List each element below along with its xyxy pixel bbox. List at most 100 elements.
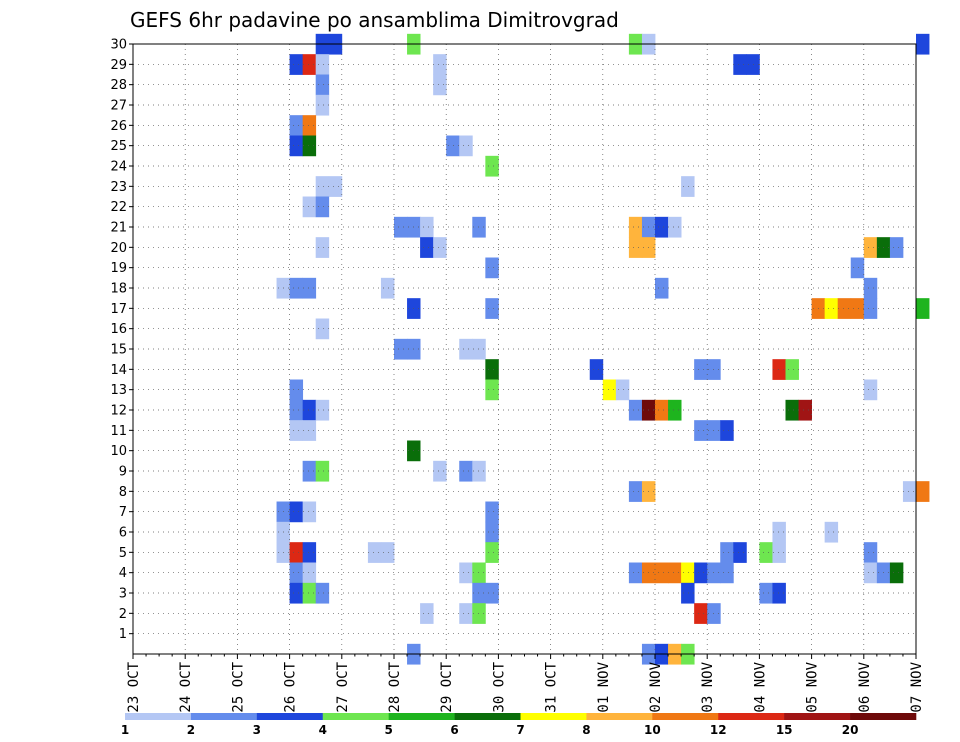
heatmap-cell [628, 399, 643, 421]
y-axis: 1234567891011121314151617181920212223242… [110, 38, 133, 642]
chart-title: GEFS 6hr padavine po ansamblima Dimitrov… [130, 8, 619, 32]
heatmap-cell [485, 521, 499, 543]
y-tick-label: 28 [110, 78, 127, 93]
heatmap-cell [694, 359, 708, 380]
heatmap-cell [485, 359, 499, 380]
heatmap-cell [772, 359, 786, 380]
legend-label: 3 [253, 723, 261, 737]
heatmap-cell [850, 298, 865, 319]
x-tick-label: 31 OCT [544, 661, 560, 712]
heatmap-cell [628, 237, 643, 258]
heatmap-cell [798, 399, 812, 421]
y-tick-label: 13 [110, 383, 127, 398]
heatmap-cell [916, 481, 930, 502]
y-tick-label: 24 [110, 160, 127, 175]
heatmap-cell [302, 115, 317, 136]
heatmap-cell [289, 135, 304, 157]
heatmap-cell [655, 216, 669, 238]
heatmap-cell [472, 216, 486, 238]
heatmap-cell [433, 54, 447, 75]
heatmap-cell [889, 237, 904, 258]
heatmap-cell [628, 216, 643, 238]
heatmap-cell [694, 603, 708, 624]
heatmap-cell [472, 562, 486, 584]
heatmap-cell [824, 521, 839, 543]
heatmap-cell [302, 542, 317, 563]
heatmap-cell [459, 562, 473, 584]
heatmap-cell [759, 542, 773, 563]
x-tick-label: 25 OCT [230, 661, 246, 712]
heatmap-cell [655, 399, 669, 421]
legend-label: 10 [644, 723, 661, 737]
heatmap-cell [459, 338, 473, 360]
heatmap-cell [302, 420, 317, 441]
y-tick-label: 16 [110, 322, 127, 337]
heatmap-cell [459, 603, 473, 624]
heatmap-cell [785, 359, 799, 380]
heatmap-cell [694, 562, 708, 584]
heatmap-cell [289, 277, 304, 299]
y-tick-label: 23 [110, 180, 127, 195]
heatmap-cell [916, 33, 930, 55]
heatmap-cell [302, 501, 317, 523]
y-tick-label: 3 [119, 587, 127, 602]
heatmap-cell [289, 562, 304, 584]
y-tick-label: 20 [110, 241, 127, 256]
legend-label: 6 [450, 723, 458, 737]
heatmap-cell [628, 562, 643, 584]
legend-swatch [850, 713, 917, 720]
y-tick-label: 7 [119, 505, 127, 520]
heatmap-cell [302, 135, 317, 157]
heatmap-cell [420, 603, 434, 624]
heatmap-cell [772, 521, 786, 543]
heatmap-cell [668, 399, 682, 421]
heatmap-cell [863, 562, 878, 584]
y-tick-label: 18 [110, 282, 127, 297]
heatmap-cell [681, 582, 695, 604]
y-tick-label: 29 [110, 58, 127, 73]
heatmap-cell [863, 379, 878, 401]
legend-swatch [784, 713, 851, 720]
heatmap-cell [459, 135, 473, 157]
y-tick-label: 27 [110, 99, 127, 114]
heatmap-cell [589, 359, 604, 380]
y-tick-label: 5 [119, 546, 127, 561]
heatmap-cell [733, 542, 747, 563]
y-tick-label: 8 [119, 485, 127, 500]
x-tick-label: 29 OCT [439, 661, 455, 712]
heatmap-cell [302, 196, 317, 218]
heatmap-cell [315, 318, 330, 340]
heatmap-cell [485, 257, 499, 279]
y-tick-label: 10 [110, 444, 127, 459]
y-tick-label: 9 [119, 465, 127, 480]
y-tick-label: 11 [110, 424, 127, 439]
heatmap-cell [668, 562, 682, 584]
legend-label: 8 [582, 723, 590, 737]
heatmap-cell [472, 603, 486, 624]
heatmap-cell [485, 501, 499, 523]
y-tick-label: 6 [119, 526, 127, 541]
heatmap-cell [459, 460, 473, 482]
heatmap-cell [668, 216, 682, 238]
x-tick-label: 23 OCT [126, 661, 142, 712]
legend-label: 12 [710, 723, 727, 737]
heatmap-cell [433, 237, 447, 258]
legend-label: 7 [516, 723, 524, 737]
heatmap-cell [628, 481, 643, 502]
heatmap-cell [733, 54, 747, 75]
heatmap-cell [315, 196, 330, 218]
legend-swatch [256, 713, 324, 720]
heatmap-cell [315, 74, 330, 96]
y-tick-label: 25 [110, 139, 127, 154]
legend-label: 4 [319, 723, 327, 737]
heatmap-cell [315, 176, 330, 197]
legend-swatch [454, 713, 521, 720]
y-tick-label: 22 [110, 200, 127, 215]
legend-label: 5 [384, 723, 392, 737]
heatmap-cell [720, 542, 734, 563]
heatmap-cell [485, 379, 499, 401]
heatmap-cell [380, 542, 395, 563]
x-tick-label: 28 OCT [387, 661, 403, 712]
heatmap-cell [367, 542, 382, 563]
heatmap-cell [302, 562, 317, 584]
